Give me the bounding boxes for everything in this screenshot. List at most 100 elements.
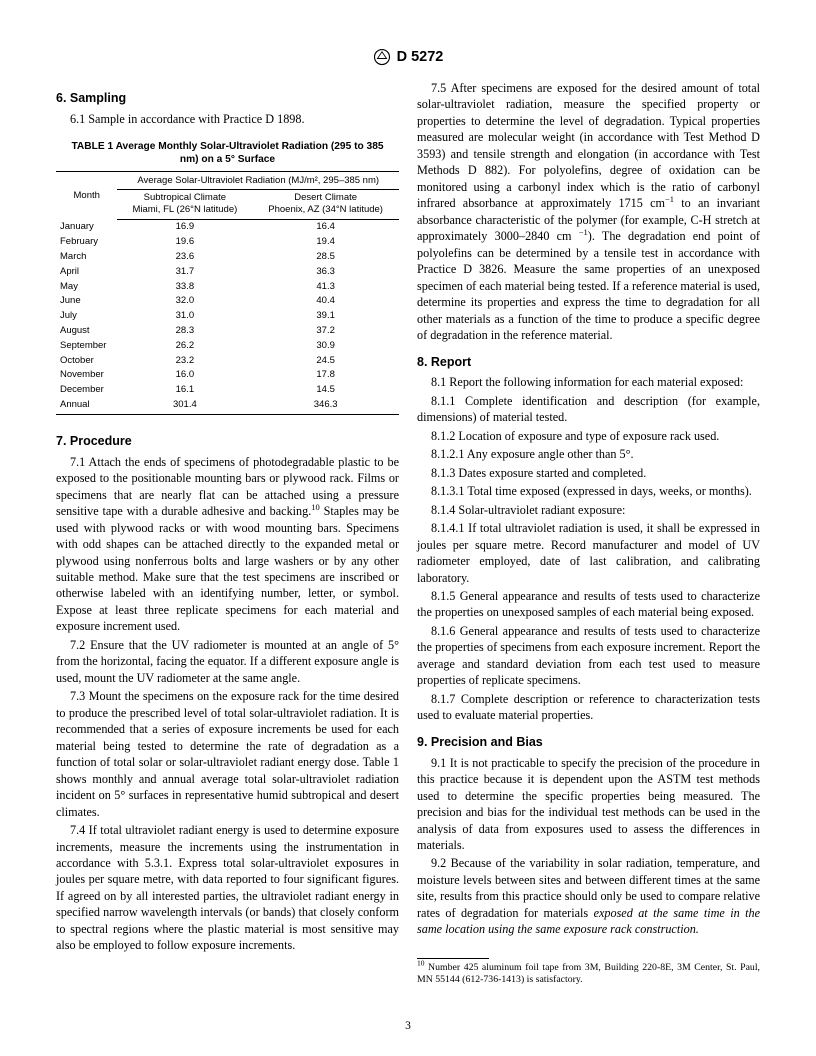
para-8-1-3: 8.1.3 Dates exposure started and complet…	[417, 465, 760, 481]
table-row: April31.736.3	[56, 265, 399, 280]
table-row: July31.039.1	[56, 309, 399, 324]
table-row: September26.230.9	[56, 339, 399, 354]
p75a: 7.5 After specimens are exposed for the …	[417, 81, 760, 210]
para-8-1-7: 8.1.7 Complete description or reference …	[417, 691, 760, 724]
para-8-1-4-1: 8.1.4.1 If total ultraviolet radiation i…	[417, 520, 760, 586]
para-8-1-2: 8.1.2 Location of exposure and type of e…	[417, 428, 760, 444]
col2-h2: Phoenix, AZ (34°N latitude)	[268, 204, 383, 215]
page-number: 3	[0, 1020, 816, 1032]
cell-month: June	[56, 294, 117, 309]
cell-month: Annual	[56, 398, 117, 414]
para-7-5: 7.5 After specimens are exposed for the …	[417, 80, 760, 344]
cell-month: April	[56, 265, 117, 280]
col1-header: Subtropical Climate Miami, FL (26°N lati…	[117, 189, 252, 220]
para-8-1-1: 8.1.1 Complete identification and descri…	[417, 393, 760, 426]
cell-val2: 24.5	[252, 354, 399, 369]
astm-logo	[373, 48, 391, 66]
para-8-1-4: 8.1.4 Solar-ultraviolet radiant exposure…	[417, 502, 760, 518]
cell-month: December	[56, 383, 117, 398]
cell-val2: 30.9	[252, 339, 399, 354]
table-row: November16.017.8	[56, 368, 399, 383]
cell-val1: 16.0	[117, 368, 252, 383]
footnote-rule	[417, 958, 489, 959]
col-month-header: Month	[56, 171, 117, 219]
para-9-2: 9.2 Because of the variability in solar …	[417, 855, 760, 937]
table-row: February19.619.4	[56, 235, 399, 250]
cell-val1: 28.3	[117, 324, 252, 339]
col1-h2: Miami, FL (26°N latitude)	[132, 204, 237, 215]
table-row: May33.841.3	[56, 280, 399, 295]
para-8-1-5: 8.1.5 General appearance and results of …	[417, 588, 760, 621]
cell-val2: 17.8	[252, 368, 399, 383]
cell-month: February	[56, 235, 117, 250]
cell-val1: 16.1	[117, 383, 252, 398]
cell-val1: 23.6	[117, 250, 252, 265]
cell-val2: 41.3	[252, 280, 399, 295]
section-7-heading: 7. Procedure	[56, 433, 399, 450]
table-row: June32.040.4	[56, 294, 399, 309]
section-6-heading: 6. Sampling	[56, 90, 399, 107]
cell-month: May	[56, 280, 117, 295]
cell-val1: 31.0	[117, 309, 252, 324]
cell-month: September	[56, 339, 117, 354]
para-6-1: 6.1 Sample in accordance with Practice D…	[56, 111, 399, 127]
table-row: October23.224.5	[56, 354, 399, 369]
cell-val2: 36.3	[252, 265, 399, 280]
table-1-caption: TABLE 1 Average Monthly Solar-Ultraviole…	[56, 141, 399, 167]
cell-val2: 28.5	[252, 250, 399, 265]
table-row: Annual301.4346.3	[56, 398, 399, 414]
cell-val2: 14.5	[252, 383, 399, 398]
p75s2: −1	[579, 227, 588, 237]
para-9-1: 9.1 It is not practicable to specify the…	[417, 755, 760, 854]
table-row: January16.916.4	[56, 220, 399, 235]
cell-month: March	[56, 250, 117, 265]
para-7-4: 7.4 If total ultraviolet radiant energy …	[56, 822, 399, 954]
table-1-data: Month Average Solar-Ultraviolet Radiatio…	[56, 171, 399, 415]
para-8-1: 8.1 Report the following information for…	[417, 374, 760, 390]
cell-val1: 32.0	[117, 294, 252, 309]
fn-sup: 10	[417, 959, 425, 968]
fn-text: Number 425 aluminum foil tape from 3M, B…	[417, 962, 760, 985]
cell-val1: 33.8	[117, 280, 252, 295]
cell-val1: 301.4	[117, 398, 252, 414]
col1-h1: Subtropical Climate	[144, 192, 226, 203]
para-7-3: 7.3 Mount the specimens on the exposure …	[56, 688, 399, 820]
cell-month: October	[56, 354, 117, 369]
cell-val2: 16.4	[252, 220, 399, 235]
cell-val1: 31.7	[117, 265, 252, 280]
cell-month: November	[56, 368, 117, 383]
section-9-heading: 9. Precision and Bias	[417, 734, 760, 751]
p71sup: 10	[311, 502, 320, 512]
footnote-10: 10 Number 425 aluminum foil tape from 3M…	[417, 962, 760, 986]
cell-val1: 26.2	[117, 339, 252, 354]
cell-month: July	[56, 309, 117, 324]
table-row: March23.628.5	[56, 250, 399, 265]
para-7-2: 7.2 Ensure that the UV radiometer is mou…	[56, 637, 399, 686]
cell-val2: 346.3	[252, 398, 399, 414]
para-8-1-3-1: 8.1.3.1 Total time exposed (expressed in…	[417, 483, 760, 499]
cell-month: August	[56, 324, 117, 339]
document-number: D 5272	[397, 49, 444, 65]
cell-val2: 39.1	[252, 309, 399, 324]
cell-val1: 23.2	[117, 354, 252, 369]
cell-val2: 37.2	[252, 324, 399, 339]
cell-val2: 19.4	[252, 235, 399, 250]
p75c: ). The degradation end point of polyolef…	[417, 229, 760, 342]
cell-val2: 40.4	[252, 294, 399, 309]
section-8-heading: 8. Report	[417, 354, 760, 371]
cell-month: January	[56, 220, 117, 235]
table-row: August28.337.2	[56, 324, 399, 339]
table-1: TABLE 1 Average Monthly Solar-Ultraviole…	[56, 141, 399, 415]
col2-header: Desert Climate Phoenix, AZ (34°N latitud…	[252, 189, 399, 220]
cell-val1: 19.6	[117, 235, 252, 250]
page-header: D 5272	[56, 48, 760, 66]
para-8-1-6: 8.1.6 General appearance and results of …	[417, 623, 760, 689]
col2-h1: Desert Climate	[294, 192, 357, 203]
group-header: Average Solar-Ultraviolet Radiation (MJ/…	[117, 171, 399, 189]
para-7-1: 7.1 Attach the ends of specimens of phot…	[56, 454, 399, 635]
para-8-1-2-1: 8.1.2.1 Any exposure angle other than 5°…	[417, 446, 760, 462]
content-columns: 6. Sampling 6.1 Sample in accordance wit…	[56, 80, 760, 986]
p75s1: −1	[665, 194, 674, 204]
p71b: Staples may be used with plywood racks o…	[56, 504, 399, 633]
cell-val1: 16.9	[117, 220, 252, 235]
